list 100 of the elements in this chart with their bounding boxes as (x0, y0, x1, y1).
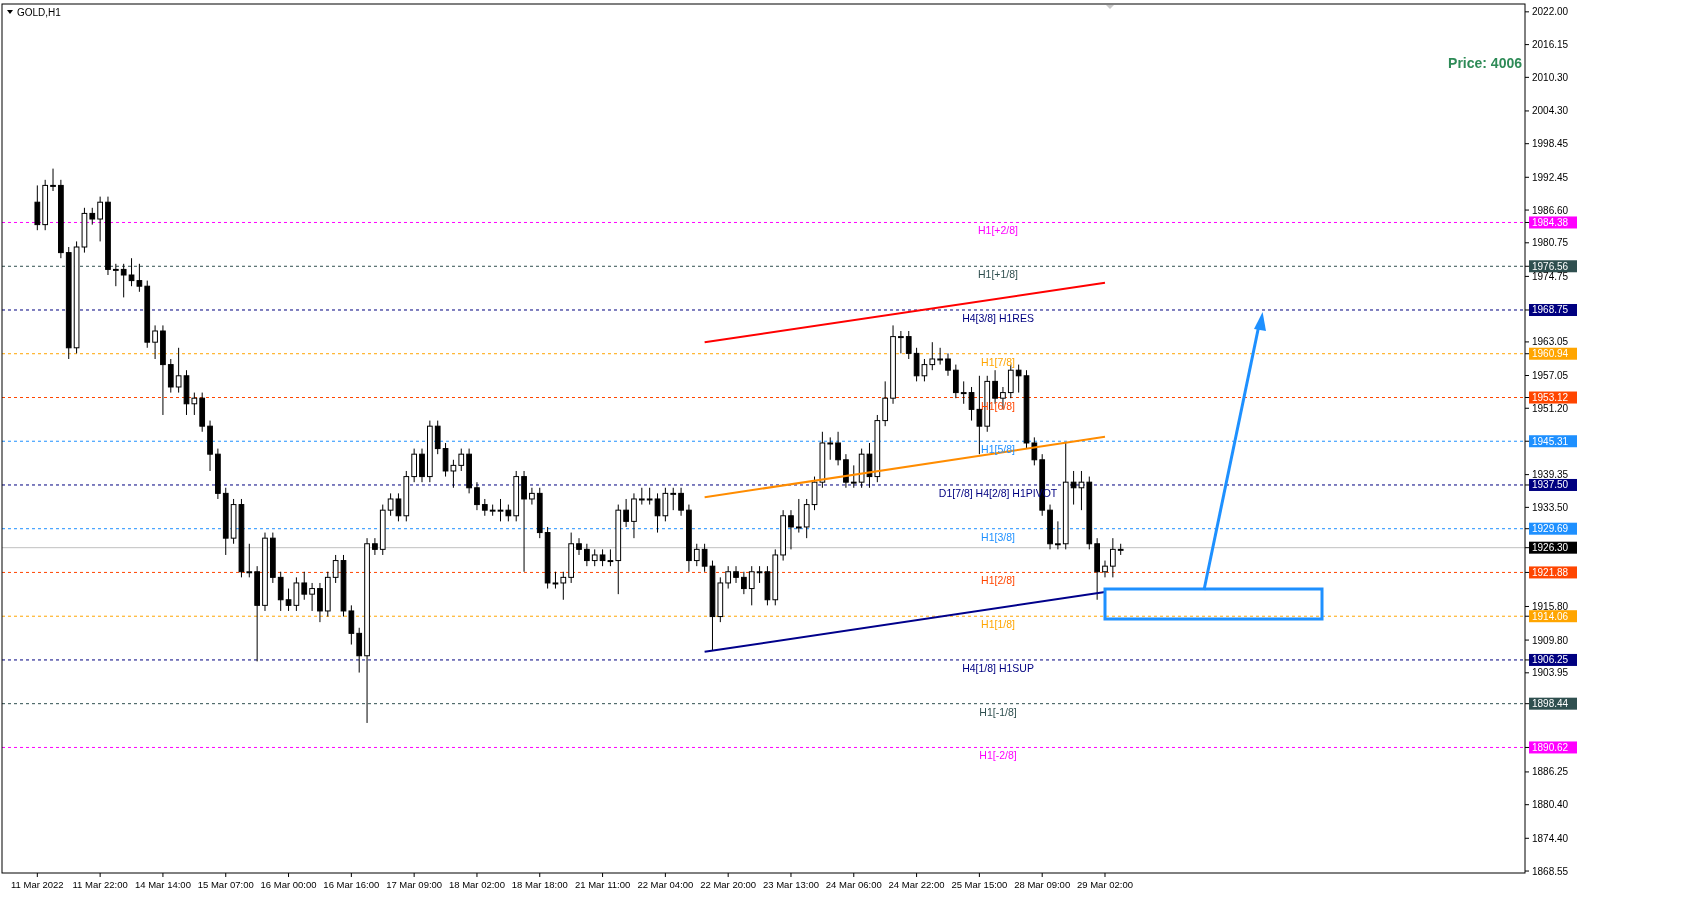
candlestick (835, 431, 841, 466)
candlestick (434, 420, 441, 455)
y-tick-label: 1886.25 (1532, 766, 1569, 778)
y-tick-label: 1868.55 (1532, 865, 1569, 877)
x-tick-label: 15 Mar 07:00 (197, 879, 254, 890)
x-tick-label: 14 Mar 14:00 (134, 879, 191, 890)
x-tick-label: 22 Mar 04:00 (637, 879, 694, 890)
y-tick-label: 1933.50 (1532, 501, 1569, 513)
x-tick-label: 11 Mar 2022 (11, 879, 64, 890)
y-tick-label: 1974.75 (1532, 270, 1569, 282)
ref-line-label: H1[-2/8] (979, 749, 1017, 762)
y-tick-label: 1903.95 (1532, 667, 1569, 679)
y-tick-label: 1963.05 (1532, 336, 1569, 348)
x-tick-label: 18 Mar 18:00 (511, 879, 568, 890)
y-tick-label: 2022.00 (1532, 6, 1569, 18)
y-tick-label: 2016.15 (1532, 39, 1569, 51)
y-tick-label: 1914.06 (1532, 610, 1569, 622)
y-tick-label: 2010.30 (1532, 71, 1569, 83)
candlestick (356, 627, 363, 674)
chart-title: GOLD,H1 (17, 7, 62, 18)
ref-line-label: H1[-1/8] (979, 705, 1017, 718)
ref-line-label: H1[3/8] (981, 530, 1016, 543)
candlestick (584, 543, 590, 567)
candlestick (905, 330, 912, 360)
candlestick (301, 571, 308, 601)
y-tick-label: 1968.75 (1532, 304, 1569, 316)
candlestick (631, 492, 637, 539)
ref-line-label: H1[2/8] (981, 574, 1016, 587)
candlestick (576, 537, 582, 556)
candlestick (945, 352, 951, 377)
x-tick-label: 17 Mar 09:00 (386, 879, 443, 890)
x-tick-label: 16 Mar 00:00 (260, 879, 317, 890)
candlestick (898, 330, 904, 354)
x-tick-label: 21 Mar 11:00 (574, 879, 631, 890)
candlestick (882, 380, 889, 427)
y-tick-label: 1880.40 (1532, 799, 1569, 811)
candlestick (725, 565, 732, 590)
candlestick (50, 168, 56, 192)
candlestick (678, 487, 684, 517)
candlestick (1055, 520, 1061, 550)
candlestick (827, 436, 834, 461)
candlestick (458, 448, 465, 472)
candlestick (1109, 537, 1116, 578)
candlestick (167, 358, 174, 394)
y-tick-label: 1960.94 (1532, 348, 1569, 360)
y-tick-label: 1984.38 (1532, 216, 1569, 228)
ref-line-label: H1[+1/8] (978, 268, 1019, 281)
candlestick (623, 498, 629, 528)
y-tick-label: 1976.56 (1532, 260, 1569, 272)
y-tick-label: 2004.30 (1532, 105, 1569, 117)
candlestick (843, 453, 849, 489)
y-tick-label: 1890.62 (1532, 741, 1569, 753)
y-tick-label: 1937.50 (1532, 479, 1569, 491)
y-tick-label: 1945.31 (1532, 435, 1569, 447)
x-tick-label: 24 Mar 06:00 (825, 879, 882, 890)
candlestick (419, 448, 425, 483)
candlestick (952, 364, 959, 399)
candlestick (529, 487, 535, 506)
y-tick-label: 1992.45 (1532, 171, 1569, 183)
candlestick (120, 263, 127, 298)
candlestick (741, 571, 747, 595)
y-tick-label: 1951.20 (1532, 402, 1569, 414)
candlestick (795, 498, 802, 534)
candlestick (960, 380, 967, 405)
candlestick (693, 543, 700, 567)
y-tick-label: 1980.75 (1532, 237, 1569, 249)
candlestick (309, 582, 315, 612)
y-tick-label: 1929.69 (1532, 523, 1569, 535)
y-tick-label: 1926.30 (1532, 542, 1569, 554)
ref-line-label: H4[3/8] H1RES (962, 312, 1034, 324)
x-tick-label: 16 Mar 16:00 (323, 879, 380, 890)
ref-line-label: H1[+2/8] (978, 224, 1019, 237)
candlestick (112, 263, 119, 287)
ref-line-label: H4[1/8] H1SUP (962, 661, 1034, 674)
y-tick-label: 1998.45 (1532, 138, 1569, 150)
y-tick-label: 1921.88 (1532, 566, 1569, 578)
y-tick-label: 1986.60 (1532, 204, 1569, 216)
candlestick (277, 571, 284, 612)
y-tick-label: 1915.80 (1532, 600, 1569, 612)
candlestick (560, 571, 567, 601)
y-tick-label: 1939.35 (1532, 469, 1569, 481)
candlestick (152, 324, 158, 360)
candlestick (670, 487, 677, 511)
x-tick-label: 24 Mar 22:00 (888, 879, 945, 890)
candlestick (411, 448, 418, 483)
candlestick (372, 537, 378, 556)
ref-line-label: H1[7/8] (981, 355, 1016, 368)
annotation: Price: 4006 (1448, 55, 1523, 71)
candlestick (521, 470, 527, 573)
y-tick-label: 1953.12 (1532, 392, 1569, 404)
x-tick-label: 18 Mar 02:00 (448, 879, 505, 890)
candlestick (34, 184, 41, 231)
x-tick-label: 29 Mar 02:00 (1077, 879, 1133, 890)
ref-line-label: H1[1/8] (981, 618, 1016, 631)
x-tick-label: 25 Mar 15:00 (951, 879, 1008, 890)
candlestick (803, 498, 810, 539)
x-tick-label: 22 Mar 20:00 (700, 879, 757, 890)
y-tick-label: 1909.80 (1532, 634, 1569, 646)
candlestick (929, 341, 936, 371)
candlestick (474, 481, 480, 511)
